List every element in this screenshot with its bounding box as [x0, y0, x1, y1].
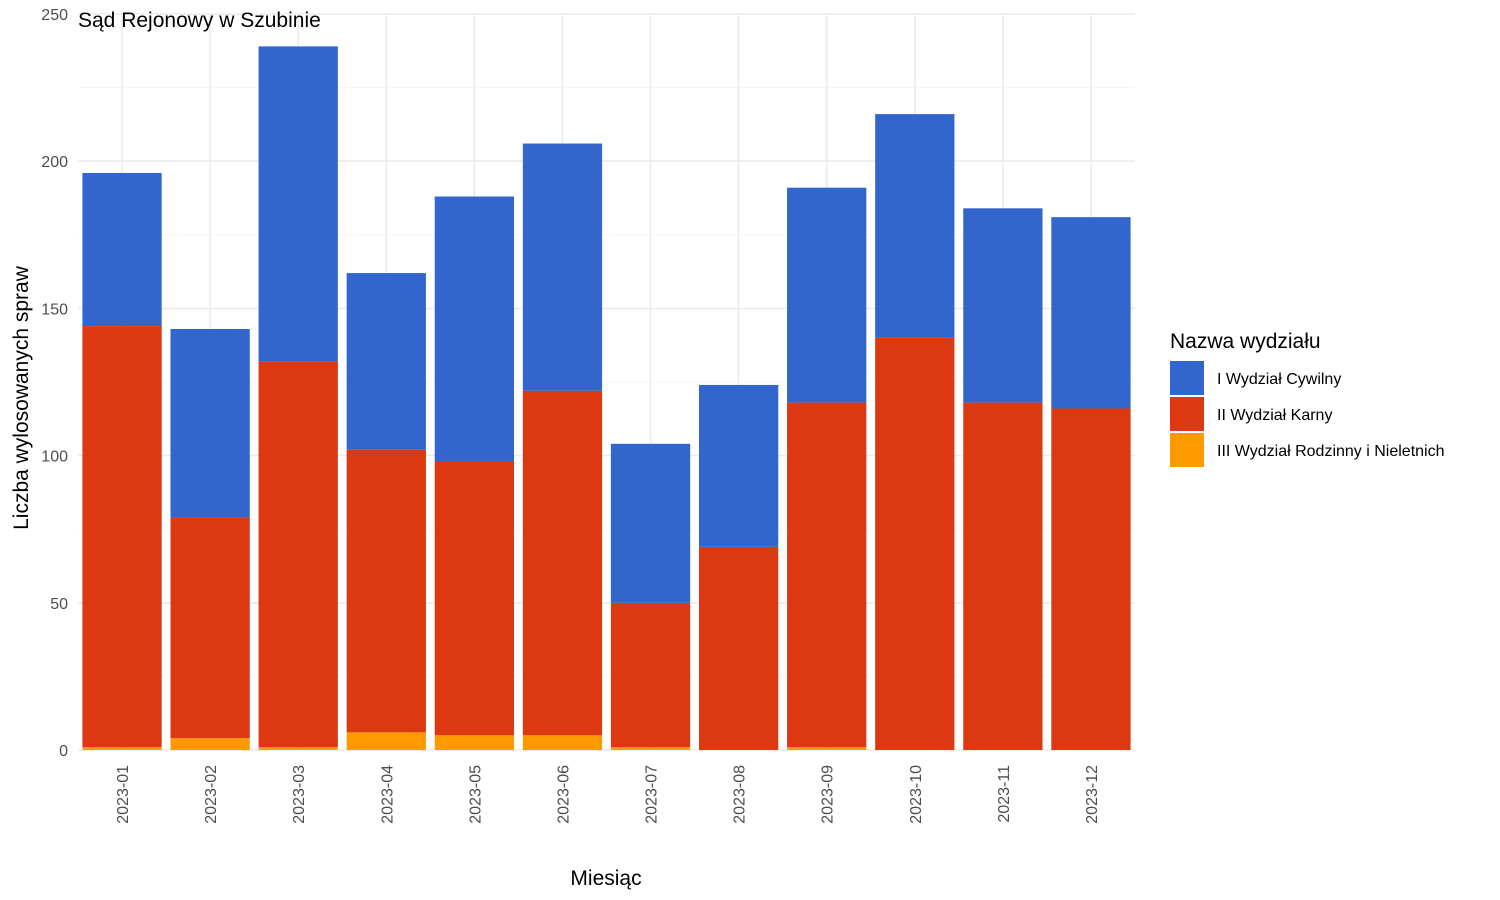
x-tick-label: 2023-10: [908, 765, 925, 824]
legend-key: [1170, 433, 1204, 467]
x-tick-label: 2023-08: [732, 765, 749, 824]
x-axis-tick-labels: 2023-01 2023-02 2023-03 2023-04 2023-05 2023-…: [115, 765, 1101, 824]
legend-label: II Wydział Karny: [1217, 407, 1332, 424]
bar-segment: [787, 747, 867, 750]
bar-segment: [698, 384, 779, 547]
chart-title: Sąd Rejonowy w Szubinie: [78, 9, 321, 32]
bar-segment: [346, 732, 426, 750]
bar-segment: [610, 747, 691, 750]
bar-segment: [875, 337, 955, 750]
bar-segment: [434, 196, 515, 462]
bar-segment: [1051, 217, 1131, 409]
x-axis-title: Miesiąc: [570, 867, 641, 890]
bar-segment: [82, 326, 162, 748]
legend-label: I Wydział Cywilny: [1217, 371, 1341, 388]
bar-segment: [82, 172, 162, 327]
legend-key: [1170, 397, 1204, 431]
y-tick-label: 100: [41, 449, 68, 466]
bar-segment: [434, 461, 515, 736]
bar-segment: [170, 517, 250, 739]
bar-segment: [346, 449, 426, 733]
bar-segment: [698, 546, 779, 750]
x-tick-label: 2023-03: [291, 765, 308, 824]
bar-segment: [875, 114, 955, 338]
bar-segment: [170, 738, 250, 750]
y-tick-label: 0: [59, 743, 68, 760]
y-tick-label: 200: [41, 154, 68, 171]
bar-segment: [258, 46, 338, 362]
x-tick-label: 2023-11: [996, 765, 1013, 823]
y-axis-title: Liczba wylosowanych spraw: [10, 265, 33, 530]
bar-segment: [787, 187, 867, 403]
bar-segment: [963, 208, 1043, 403]
x-tick-label: 2023-09: [820, 765, 837, 824]
bars: [82, 46, 1131, 750]
bar-segment: [522, 143, 603, 391]
bar-segment: [522, 390, 603, 736]
bar-segment: [610, 443, 691, 603]
bar-segment: [258, 747, 338, 750]
x-tick-label: 2023-05: [467, 765, 484, 824]
bar-segment: [787, 402, 867, 748]
x-tick-label: 2023-12: [1084, 765, 1101, 824]
y-axis-tick-labels: 0 50 100 150 200 250: [41, 7, 68, 760]
x-tick-label: 2023-01: [115, 765, 132, 824]
bar-segment: [610, 602, 691, 748]
bar-segment: [346, 273, 426, 450]
legend-title: Nazwa wydziału: [1170, 330, 1321, 353]
bar-segment: [258, 361, 338, 748]
y-tick-label: 250: [41, 7, 68, 24]
legend-key: [1170, 361, 1204, 395]
x-tick-label: 2023-06: [555, 765, 572, 824]
y-tick-label: 150: [41, 301, 68, 318]
bar-segment: [1051, 408, 1131, 750]
y-tick-label: 50: [50, 596, 68, 613]
bar-segment: [170, 329, 250, 518]
legend-label: III Wydział Rodzinny i Nieletnich: [1217, 443, 1445, 460]
x-tick-label: 2023-02: [203, 765, 220, 824]
x-tick-label: 2023-07: [644, 765, 661, 824]
legend: Nazwa wydziału I Wydział Cywilny II Wydzi…: [1170, 330, 1445, 467]
bar-segment: [434, 735, 515, 750]
bar-segment: [82, 747, 162, 750]
x-tick-label: 2023-04: [379, 765, 396, 824]
bar-segment: [522, 735, 603, 750]
bar-segment: [963, 402, 1043, 750]
